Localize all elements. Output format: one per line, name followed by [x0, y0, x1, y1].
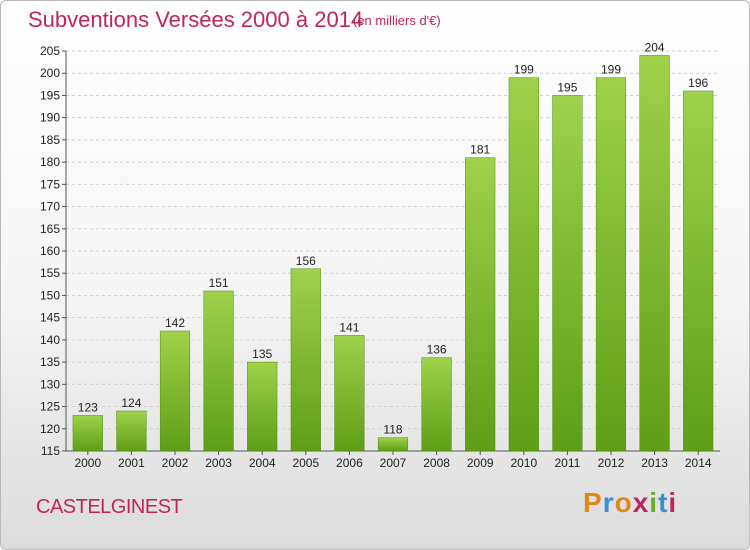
- y-tick-label: 205: [40, 44, 60, 58]
- brand-letter: i: [668, 487, 678, 518]
- chart-title: Subventions Versées 2000 à 2014: [28, 7, 364, 32]
- y-tick-label: 185: [40, 133, 60, 147]
- x-tick-label-2008: 2008: [423, 456, 450, 470]
- data-label-2005: 156: [296, 254, 316, 268]
- data-label-2001: 124: [121, 396, 141, 410]
- bar-2013: [639, 55, 670, 452]
- brand-letter: P: [583, 487, 603, 518]
- brand-letter: r: [602, 487, 615, 518]
- x-tick-label-2009: 2009: [467, 456, 494, 470]
- chart-subtitle: (en milliers d'€): [353, 13, 441, 28]
- bar-2004: [247, 361, 278, 452]
- brand-letter: o: [614, 487, 633, 518]
- y-tick-label: 195: [40, 88, 60, 102]
- data-label-2004: 135: [252, 347, 272, 361]
- data-label-2003: 151: [209, 276, 229, 290]
- data-label-2013: 204: [645, 40, 665, 54]
- y-tick-label: 190: [40, 111, 60, 125]
- bar-2003: [203, 290, 234, 452]
- data-label-2002: 142: [165, 316, 185, 330]
- x-tick-label-2003: 2003: [205, 456, 232, 470]
- bar-2014: [683, 90, 714, 452]
- data-label-2008: 136: [427, 343, 447, 357]
- bar-2002: [159, 330, 191, 452]
- y-tick-label: 160: [40, 244, 60, 258]
- y-tick-label: 120: [40, 422, 60, 436]
- y-tick-label: 145: [40, 311, 60, 325]
- data-label-2011: 195: [557, 80, 577, 94]
- y-tick-label: 175: [40, 177, 60, 191]
- bar-2010: [508, 77, 539, 452]
- data-label-2000: 123: [78, 400, 98, 414]
- x-tick-label-2000: 2000: [74, 456, 101, 470]
- brand-logo: Proxiti: [583, 487, 677, 519]
- y-tick-label: 165: [40, 222, 60, 236]
- y-tick-label: 140: [40, 333, 60, 347]
- x-tick-label-2006: 2006: [336, 456, 363, 470]
- x-tick-label-2001: 2001: [118, 456, 145, 470]
- y-tick-label: 200: [40, 66, 60, 80]
- y-tick-label: 130: [40, 377, 60, 391]
- y-tick-label: 180: [40, 155, 60, 169]
- data-label-2010: 199: [514, 63, 534, 77]
- x-tick-label-2012: 2012: [598, 456, 625, 470]
- bar-2006: [334, 335, 365, 452]
- y-tick-label: 115: [41, 444, 60, 458]
- bar-2007: [377, 437, 409, 452]
- bar-2001: [116, 410, 147, 452]
- x-tick-label-2013: 2013: [641, 456, 668, 470]
- y-tick-label: 135: [40, 355, 60, 369]
- data-label-2012: 199: [601, 63, 621, 77]
- x-tick-label-2014: 2014: [685, 456, 712, 470]
- brand-letter: t: [658, 487, 669, 518]
- y-tick-label: 155: [40, 266, 60, 280]
- bar-2012: [595, 77, 627, 452]
- x-tick-label-2002: 2002: [162, 456, 189, 470]
- x-tick-label-2010: 2010: [510, 456, 537, 470]
- x-tick-label-2005: 2005: [292, 456, 319, 470]
- data-label-2009: 181: [470, 143, 490, 157]
- bar-2005: [290, 268, 321, 452]
- x-tick-label-2004: 2004: [249, 456, 276, 470]
- data-label-2014: 196: [688, 76, 708, 90]
- bar-2011: [552, 95, 583, 452]
- data-label-2006: 141: [339, 320, 359, 334]
- x-tick-label-2011: 2011: [554, 456, 580, 470]
- brand-letter: x: [632, 487, 650, 518]
- x-tick-label-2007: 2007: [380, 456, 407, 470]
- data-label-2007: 118: [383, 423, 402, 437]
- y-tick-label: 125: [40, 400, 60, 414]
- y-tick-label: 150: [40, 288, 60, 302]
- y-tick-label: 170: [40, 200, 60, 214]
- location-name: CASTELGINEST: [36, 496, 183, 518]
- bar-2009: [465, 157, 496, 452]
- bar-2000: [72, 415, 103, 452]
- brand-letter: i: [649, 487, 659, 518]
- bar-2008: [421, 357, 452, 452]
